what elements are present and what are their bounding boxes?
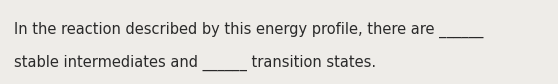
Text: In the reaction described by this energy profile, there are ______: In the reaction described by this energy… <box>14 21 483 37</box>
Text: stable intermediates and ______ transition states.: stable intermediates and ______ transiti… <box>14 55 376 71</box>
